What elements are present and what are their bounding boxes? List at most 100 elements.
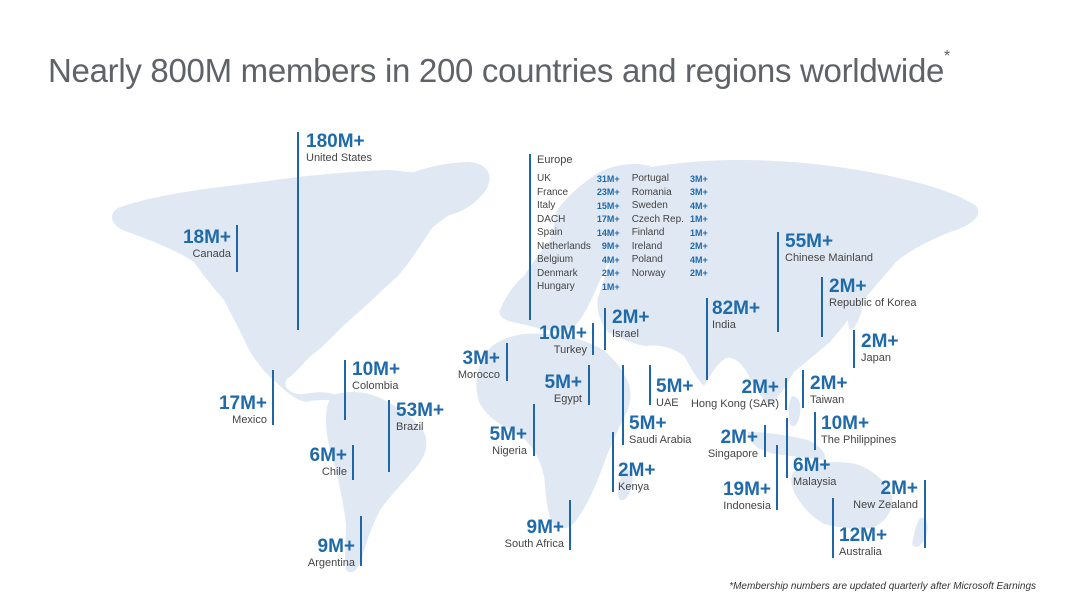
label-brazil: 53M+ Brazil: [396, 401, 444, 433]
value-uae: 5M+: [656, 376, 694, 397]
europe-country-name: Norway: [631, 267, 666, 279]
stem-japan: [853, 330, 855, 368]
europe-row: Spain 14M+ Finland 1M+: [537, 226, 708, 240]
value-taiwan: 2M+: [810, 373, 848, 394]
stem-australia: [832, 498, 834, 558]
europe-country-value: 4M+: [601, 254, 620, 265]
europe-country-value: 1M+: [689, 227, 708, 238]
value-chile: 6M+: [309, 445, 348, 466]
europe-row: Denmark 2M+ Norway 2M+: [537, 267, 708, 281]
stem-europe: [529, 154, 531, 320]
name-malaysia: Malaysia: [793, 476, 837, 488]
name-hong-kong: Hong Kong (SAR): [690, 398, 779, 410]
europe-country-value: 4M+: [689, 254, 708, 265]
europe-country-value: 3M+: [689, 187, 708, 198]
stem-nigeria: [533, 404, 535, 456]
label-india: 82M+ India: [712, 299, 760, 331]
label-chile: 6M+ Chile: [310, 446, 348, 478]
stem-malaysia: [786, 418, 788, 478]
australia-landmass: [791, 462, 893, 529]
value-chinese-mainland: 55M+: [785, 231, 834, 252]
name-egypt: Egypt: [553, 393, 582, 405]
name-new-zealand: New Zealand: [853, 499, 918, 511]
stem-colombia: [344, 360, 346, 420]
europe-country-name: Czech Rep.: [631, 213, 684, 225]
value-republic-of-korea: 2M+: [829, 276, 867, 297]
value-south-africa: 9M+: [526, 517, 565, 538]
europe-country-value: 1M+: [601, 281, 620, 292]
value-egypt: 5M+: [544, 372, 583, 393]
name-turkey: Turkey: [553, 344, 587, 356]
south-america-landmass: [326, 392, 427, 573]
label-australia: 12M+ Australia: [839, 526, 887, 558]
stem-hong-kong: [785, 378, 787, 410]
stem-republic-of-korea: [821, 277, 823, 337]
value-philippines: 10M+: [821, 413, 870, 434]
stem-south-africa: [569, 500, 571, 550]
value-india: 82M+: [712, 298, 761, 319]
europe-row: UK 31M+ Portugal 3M+: [537, 172, 708, 186]
label-singapore: 2M+ Singapore: [708, 428, 758, 460]
europe-country-name: UK: [537, 173, 551, 185]
label-mexico: 17M+ Mexico: [219, 394, 267, 426]
value-japan: 2M+: [861, 331, 899, 352]
stem-new-zealand: [924, 480, 926, 548]
name-australia: Australia: [839, 546, 882, 558]
stem-indonesia: [776, 445, 778, 510]
stem-brazil: [388, 400, 390, 472]
stem-israel: [604, 308, 606, 350]
name-brazil: Brazil: [396, 421, 424, 433]
name-uae: UAE: [656, 397, 679, 409]
name-saudi-arabia: Saudi Arabia: [629, 434, 692, 446]
europe-country-name: Ireland: [631, 240, 663, 252]
label-israel: 2M+ Israel: [612, 308, 650, 340]
europe-country-name: Hungary: [537, 281, 575, 293]
name-republic-of-korea: Republic of Korea: [829, 297, 917, 309]
europe-country-value: 1M+: [689, 214, 708, 225]
europe-country-name: Netherlands: [537, 240, 591, 252]
label-indonesia: 19M+ Indonesia: [723, 480, 771, 512]
stem-mexico: [272, 370, 274, 425]
value-kenya: 2M+: [618, 460, 656, 481]
stem-taiwan: [802, 370, 804, 408]
europe-country-value: [690, 280, 708, 294]
label-canada: 18M+ Canada: [183, 228, 231, 260]
madagascar-landmass: [617, 469, 633, 501]
asia-landmass: [597, 160, 979, 406]
name-canada: Canada: [192, 248, 231, 260]
stem-saudi-arabia: [622, 365, 624, 445]
stem-morocco: [506, 343, 508, 381]
stem-argentina: [360, 516, 362, 566]
value-argentina: 9M+: [317, 536, 356, 557]
label-kenya: 2M+ Kenya: [618, 461, 656, 493]
europe-country-name: France: [537, 186, 569, 198]
europe-country-name: Sweden: [631, 200, 668, 212]
name-mexico: Mexico: [232, 414, 267, 426]
europe-country-value: 2M+: [601, 268, 620, 279]
label-argentina: 9M+ Argentina: [308, 537, 355, 569]
europe-country-name: Spain: [537, 227, 563, 239]
label-morocco: 3M+ Morocco: [458, 349, 500, 381]
europe-row: Hungary 1M+: [537, 280, 708, 294]
europe-country-value: 15M+: [596, 200, 620, 211]
name-singapore: Singapore: [707, 448, 758, 460]
europe-country-name: [632, 280, 690, 294]
stem-egypt: [588, 365, 590, 405]
name-morocco: Morocco: [457, 369, 500, 381]
value-united-states: 180M+: [306, 131, 365, 152]
europe-table: UK 31M+ Portugal 3M+ France 23M+ Romania 3M+ Ita…: [537, 172, 708, 294]
value-nigeria: 5M+: [489, 424, 528, 445]
value-hong-kong: 2M+: [741, 377, 780, 398]
europe-country-value: 3M+: [689, 173, 708, 184]
name-taiwan: Taiwan: [810, 394, 845, 406]
label-colombia: 10M+ Colombia: [352, 360, 400, 392]
europe-row: Belgium 4M+ Poland 4M+: [537, 253, 708, 267]
stem-singapore: [764, 425, 766, 457]
name-united-states: United States: [306, 152, 373, 164]
stem-chile: [352, 445, 354, 480]
japan-landmass: [847, 294, 863, 330]
greenland-landmass: [397, 162, 490, 216]
name-japan: Japan: [861, 352, 891, 364]
label-nigeria: 5M+ Nigeria: [490, 425, 528, 457]
europe-country-name: DACH: [537, 213, 566, 225]
